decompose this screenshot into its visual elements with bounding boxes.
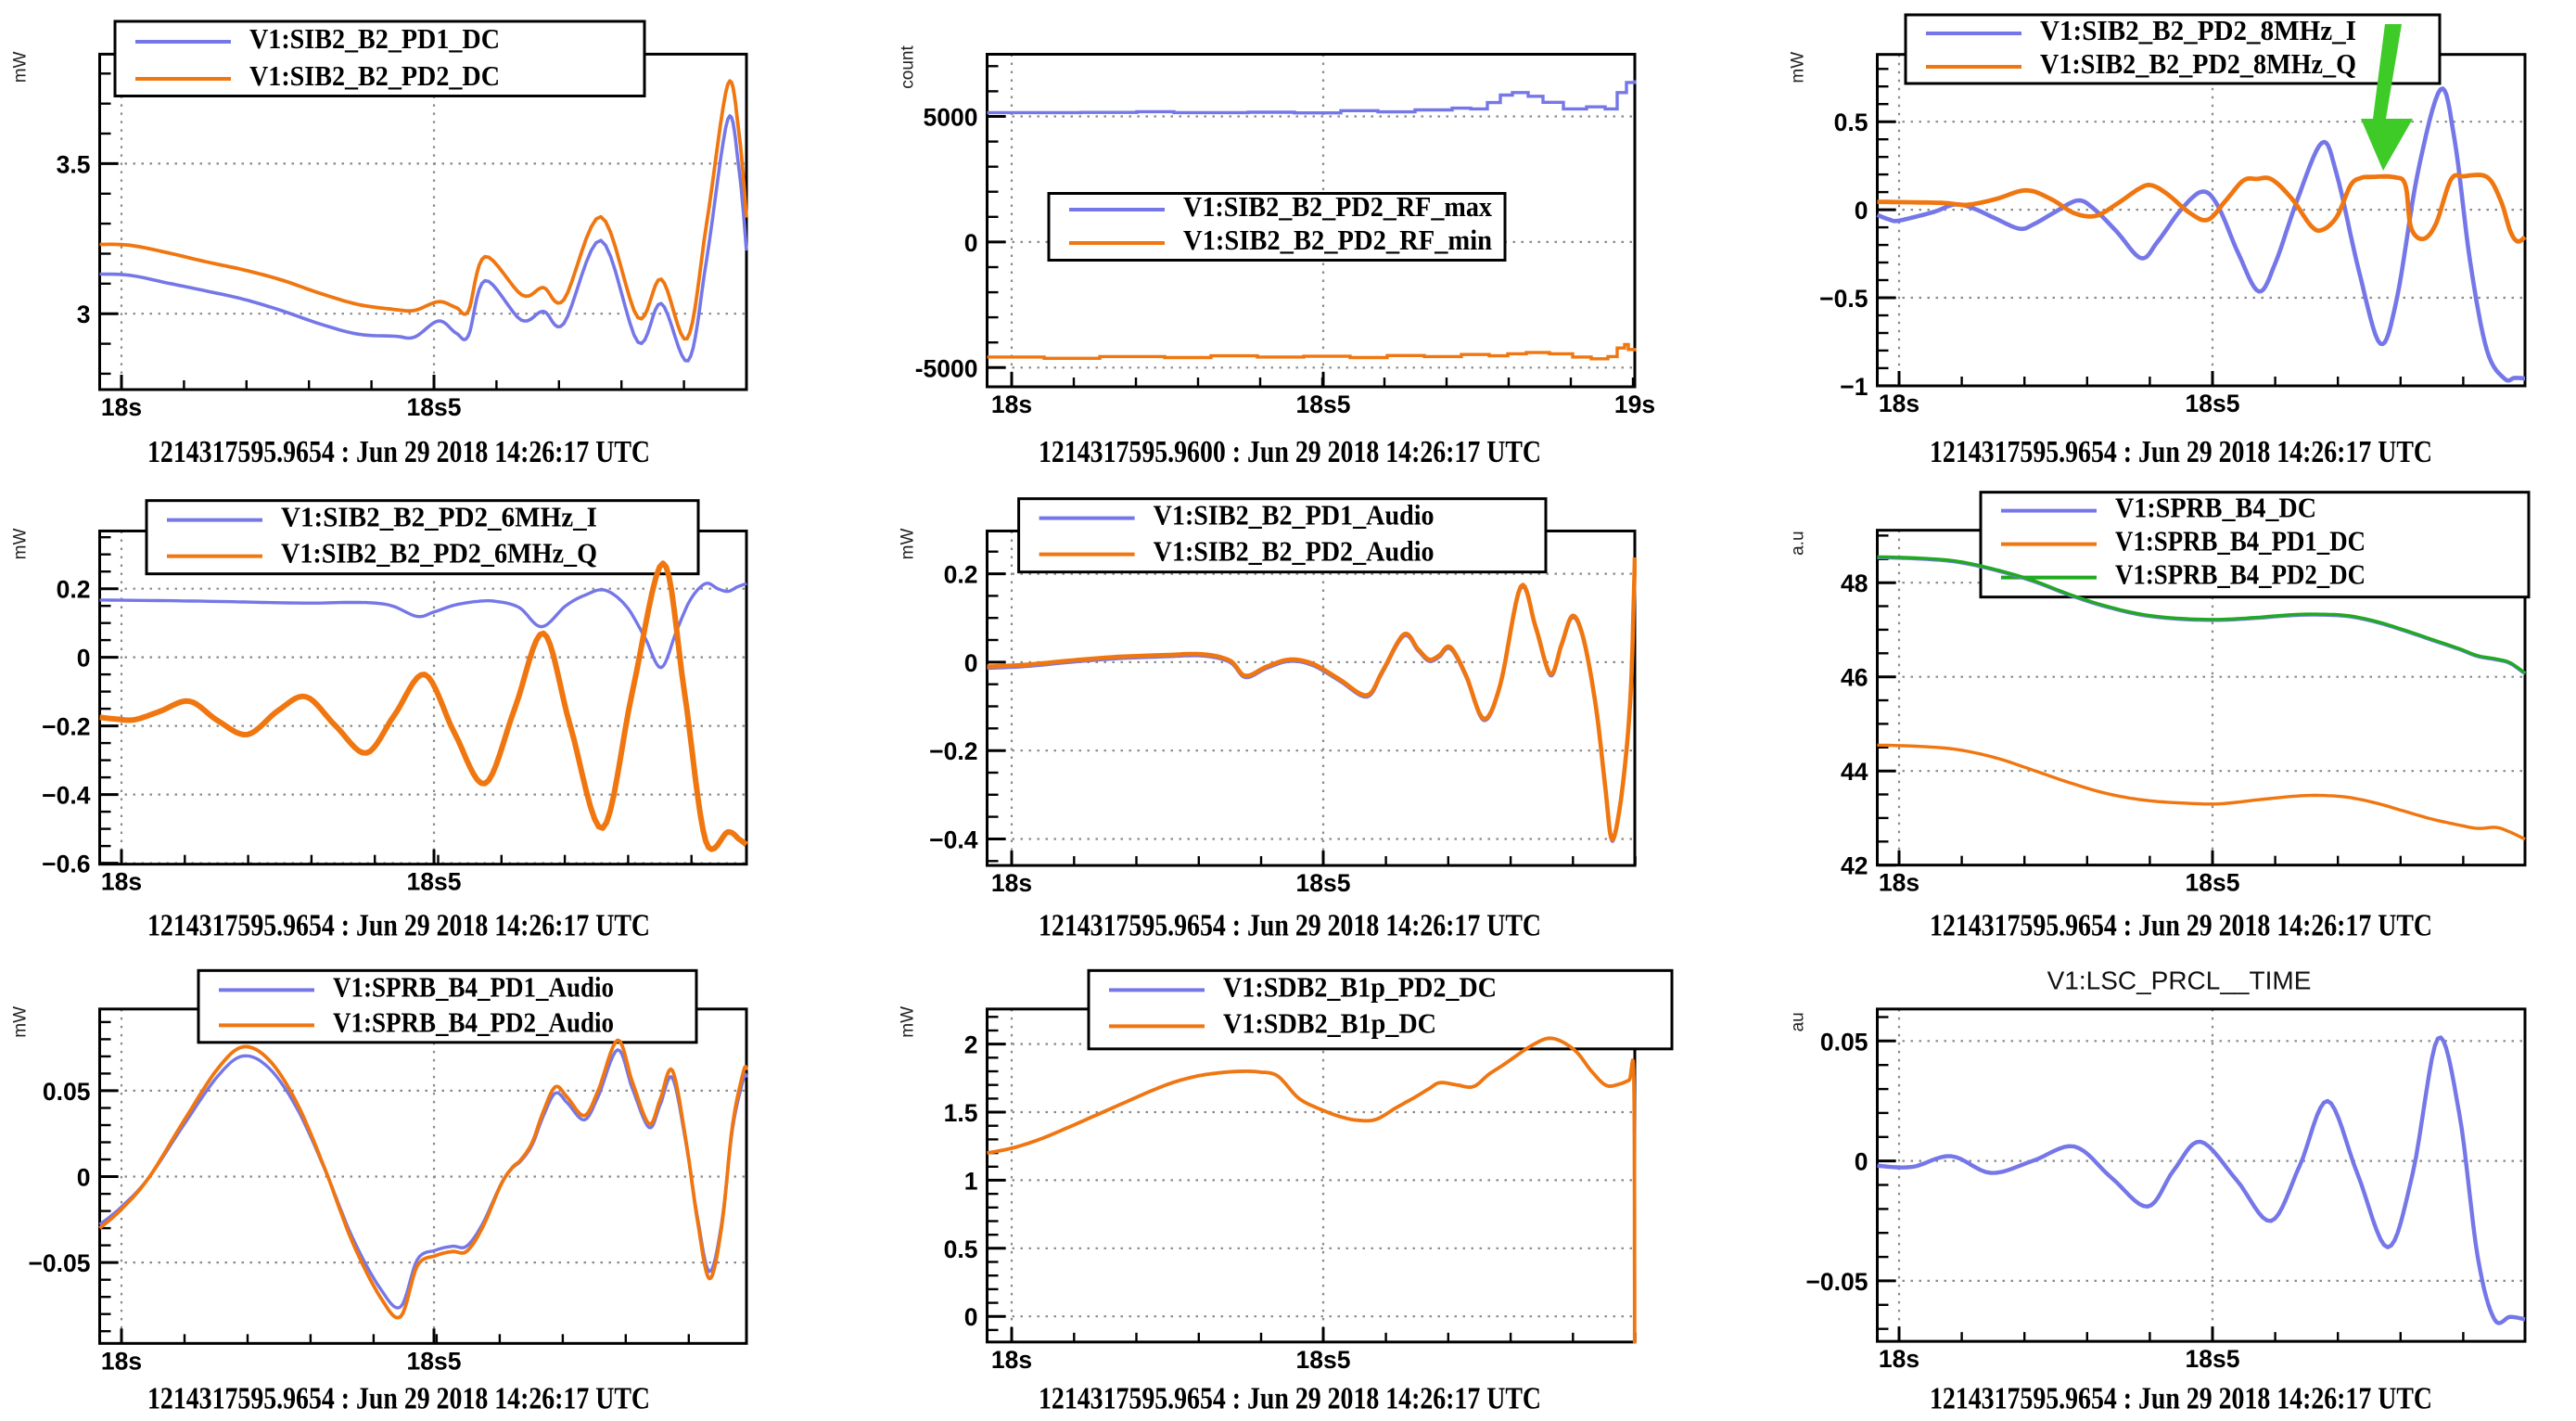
svg-text:−0.05: −0.05 bbox=[1805, 1268, 1868, 1296]
svg-text:V1:SIB2_B2_PD2_8MHz_Q: V1:SIB2_B2_PD2_8MHz_Q bbox=[2040, 48, 2356, 80]
svg-text:1214317595.9654 : Jun 29 2018: 1214317595.9654 : Jun 29 2018 14:26:17 U… bbox=[1039, 909, 1541, 943]
svg-text:V1:SDB2_B1p_DC: V1:SDB2_B1p_DC bbox=[1223, 1007, 1436, 1039]
svg-text:mW: mW bbox=[11, 529, 31, 560]
svg-text:mW: mW bbox=[1789, 52, 1808, 83]
svg-text:18s: 18s bbox=[1879, 869, 1919, 897]
svg-text:18s5: 18s5 bbox=[407, 393, 462, 421]
svg-text:0: 0 bbox=[964, 1303, 978, 1331]
svg-text:V1:LSC_PRCL__TIME: V1:LSC_PRCL__TIME bbox=[2047, 966, 2312, 994]
svg-text:48: 48 bbox=[1841, 570, 1868, 597]
svg-text:a.u: a.u bbox=[1789, 531, 1808, 555]
svg-text:0.2: 0.2 bbox=[57, 576, 91, 604]
svg-text:18s5: 18s5 bbox=[1296, 869, 1351, 897]
svg-text:1214317595.9654 : Jun 29 2018: 1214317595.9654 : Jun 29 2018 14:26:17 U… bbox=[1930, 435, 2432, 469]
svg-text:0: 0 bbox=[1855, 197, 1868, 224]
svg-text:2: 2 bbox=[964, 1031, 978, 1059]
svg-text:0: 0 bbox=[77, 645, 91, 672]
svg-text:3.5: 3.5 bbox=[57, 150, 91, 178]
svg-text:count: count bbox=[899, 45, 918, 89]
svg-text:1214317595.9654 : Jun 29 2018: 1214317595.9654 : Jun 29 2018 14:26:17 U… bbox=[1930, 909, 2432, 943]
svg-text:18s5: 18s5 bbox=[2186, 1345, 2240, 1373]
svg-text:18s5: 18s5 bbox=[1296, 1346, 1351, 1374]
svg-text:−0.5: −0.5 bbox=[1819, 285, 1868, 313]
svg-text:−0.4: −0.4 bbox=[929, 826, 978, 854]
svg-text:au: au bbox=[1789, 1012, 1808, 1031]
svg-text:−0.4: −0.4 bbox=[42, 782, 91, 810]
svg-text:V1:SPRB_B4_PD1_DC: V1:SPRB_B4_PD1_DC bbox=[2115, 526, 2366, 557]
svg-text:V1:SPRB_B4_PD1_Audio: V1:SPRB_B4_PD1_Audio bbox=[333, 971, 614, 1003]
svg-text:V1:SPRB_B4_DC: V1:SPRB_B4_DC bbox=[2115, 493, 2316, 524]
svg-text:0.2: 0.2 bbox=[944, 561, 978, 589]
svg-text:V1:SPRB_B4_PD2_DC: V1:SPRB_B4_PD2_DC bbox=[2115, 559, 2366, 591]
svg-text:−0.6: −0.6 bbox=[42, 851, 90, 878]
svg-text:1214317595.9654 : Jun 29 2018: 1214317595.9654 : Jun 29 2018 14:26:17 U… bbox=[1039, 1381, 1541, 1415]
svg-text:mW: mW bbox=[899, 529, 918, 560]
svg-text:−0.2: −0.2 bbox=[929, 737, 977, 765]
svg-text:18s5: 18s5 bbox=[407, 1347, 462, 1375]
svg-text:0: 0 bbox=[964, 229, 978, 257]
svg-text:V1:SIB2_B2_PD1_Audio: V1:SIB2_B2_PD1_Audio bbox=[1154, 500, 1435, 531]
svg-text:V1:SIB2_B2_PD2_8MHz_I: V1:SIB2_B2_PD2_8MHz_I bbox=[2040, 15, 2356, 46]
svg-text:1.5: 1.5 bbox=[944, 1099, 978, 1127]
svg-text:18s5: 18s5 bbox=[1296, 390, 1351, 418]
svg-text:19s: 19s bbox=[1614, 390, 1655, 418]
svg-text:V1:SIB2_B2_PD2_6MHz_Q: V1:SIB2_B2_PD2_6MHz_Q bbox=[281, 538, 597, 570]
svg-text:0.5: 0.5 bbox=[1834, 109, 1868, 136]
svg-text:V1:SIB2_B2_PD1_DC: V1:SIB2_B2_PD1_DC bbox=[249, 23, 500, 55]
svg-text:18s5: 18s5 bbox=[2186, 869, 2240, 897]
svg-text:V1:SIB2_B2_PD2_Audio: V1:SIB2_B2_PD2_Audio bbox=[1154, 536, 1435, 568]
svg-text:18s: 18s bbox=[101, 393, 142, 421]
svg-text:-5000: -5000 bbox=[915, 354, 978, 382]
svg-text:mW: mW bbox=[11, 51, 31, 83]
svg-text:0.5: 0.5 bbox=[944, 1235, 978, 1263]
svg-text:1: 1 bbox=[964, 1167, 978, 1195]
svg-text:0.05: 0.05 bbox=[43, 1078, 91, 1106]
svg-text:0: 0 bbox=[77, 1164, 91, 1192]
svg-text:−0.05: −0.05 bbox=[28, 1249, 90, 1277]
svg-text:V1:SIB2_B2_PD2_RF_min: V1:SIB2_B2_PD2_RF_min bbox=[1183, 224, 1492, 256]
svg-text:−1: −1 bbox=[1840, 373, 1868, 401]
svg-text:18s: 18s bbox=[1879, 1345, 1919, 1373]
svg-text:−0.2: −0.2 bbox=[42, 713, 90, 741]
svg-text:18s: 18s bbox=[101, 868, 142, 896]
svg-text:mW: mW bbox=[899, 1006, 918, 1038]
svg-text:V1:SDB2_B1p_PD2_DC: V1:SDB2_B1p_PD2_DC bbox=[1223, 971, 1497, 1003]
svg-text:18s5: 18s5 bbox=[2186, 390, 2240, 417]
svg-text:0: 0 bbox=[964, 649, 978, 677]
svg-text:1214317595.9654 : Jun 29 2018: 1214317595.9654 : Jun 29 2018 14:26:17 U… bbox=[147, 1381, 650, 1415]
svg-text:mW: mW bbox=[11, 1006, 31, 1038]
svg-text:46: 46 bbox=[1841, 664, 1868, 692]
svg-text:1214317595.9654 : Jun 29 2018: 1214317595.9654 : Jun 29 2018 14:26:17 U… bbox=[1930, 1381, 2432, 1415]
svg-text:18s: 18s bbox=[101, 1347, 142, 1375]
svg-text:V1:SIB2_B2_PD2_6MHz_I: V1:SIB2_B2_PD2_6MHz_I bbox=[281, 502, 597, 533]
svg-text:0: 0 bbox=[1855, 1148, 1868, 1176]
svg-text:18s: 18s bbox=[991, 1346, 1032, 1374]
svg-text:44: 44 bbox=[1841, 758, 1868, 786]
svg-text:1214317595.9654 : Jun 29 2018: 1214317595.9654 : Jun 29 2018 14:26:17 U… bbox=[147, 435, 650, 469]
svg-text:5000: 5000 bbox=[924, 104, 978, 132]
svg-text:1214317595.9654 : Jun 29 2018: 1214317595.9654 : Jun 29 2018 14:26:17 U… bbox=[147, 909, 650, 943]
svg-text:18s5: 18s5 bbox=[407, 868, 462, 896]
svg-text:42: 42 bbox=[1841, 852, 1868, 880]
svg-text:3: 3 bbox=[77, 301, 91, 328]
svg-text:V1:SIB2_B2_PD2_RF_max: V1:SIB2_B2_PD2_RF_max bbox=[1183, 191, 1493, 223]
svg-text:0.05: 0.05 bbox=[1820, 1028, 1868, 1056]
svg-text:1214317595.9600 : Jun 29 2018: 1214317595.9600 : Jun 29 2018 14:26:17 U… bbox=[1039, 435, 1541, 469]
svg-text:V1:SIB2_B2_PD2_DC: V1:SIB2_B2_PD2_DC bbox=[249, 60, 500, 92]
svg-text:18s: 18s bbox=[1879, 390, 1919, 417]
svg-text:V1:SPRB_B4_PD2_Audio: V1:SPRB_B4_PD2_Audio bbox=[333, 1006, 614, 1038]
svg-text:18s: 18s bbox=[991, 390, 1032, 418]
svg-text:18s: 18s bbox=[991, 869, 1032, 897]
